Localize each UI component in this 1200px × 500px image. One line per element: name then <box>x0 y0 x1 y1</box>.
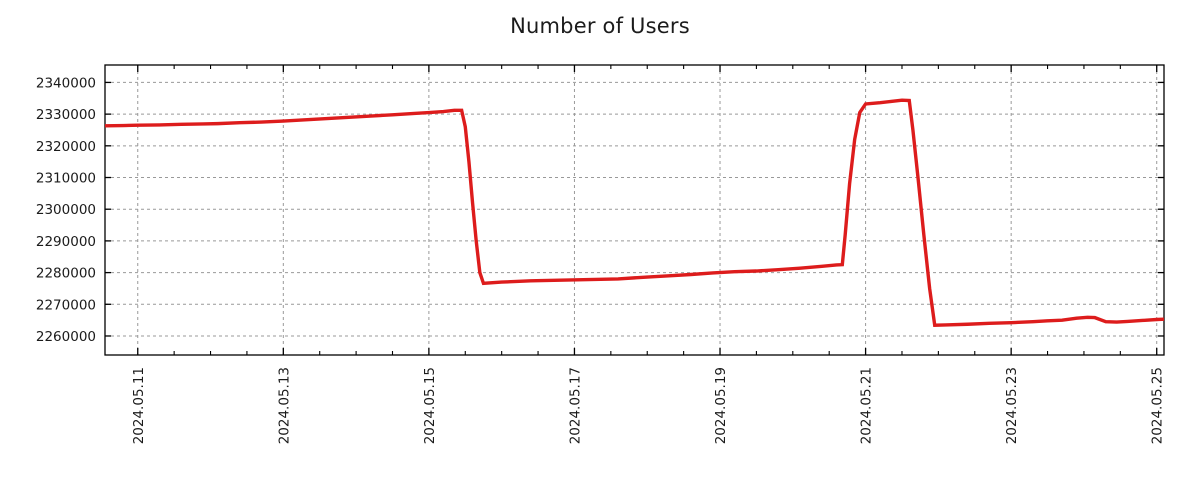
y-axis-tick-label: 2280000 <box>36 266 96 282</box>
y-axis-tick-label: 2310000 <box>36 171 96 187</box>
y-axis-tick-label: 2320000 <box>36 139 96 155</box>
data-series-line <box>104 98 1165 327</box>
axis-ticks-x <box>137 65 1158 355</box>
grid-lines-horizontal <box>105 81 1164 337</box>
axis-ticks-y <box>105 81 1164 337</box>
axis-labels-x: 2024.05.11 2024.05.13 2024.05.15 2024.05.17… <box>131 367 1166 444</box>
chart-title: Number of Users <box>510 14 690 38</box>
series-line-number-of-users <box>104 98 1165 327</box>
y-axis-tick-label: 2260000 <box>36 329 96 345</box>
x-axis-tick-label: 2024.05.21 <box>859 367 875 444</box>
x-axis-tick-label: 2024.05.19 <box>713 367 729 444</box>
axis-labels-y: 2260000 2270000 2280000 2290000 2300000 23100… <box>36 75 96 345</box>
grid-lines-vertical <box>137 65 1158 355</box>
y-axis-tick-label: 2340000 <box>36 75 96 91</box>
x-axis-tick-label: 2024.05.23 <box>1004 367 1020 444</box>
y-axis-tick-label: 2270000 <box>36 297 96 313</box>
x-axis-tick-label: 2024.05.15 <box>422 367 438 444</box>
y-axis-tick-label: 2330000 <box>36 107 96 123</box>
y-axis-tick-label: 2290000 <box>36 234 96 250</box>
x-axis-tick-label: 2024.05.25 <box>1150 367 1166 444</box>
plot-frame <box>104 64 1165 356</box>
x-axis-tick-label: 2024.05.17 <box>567 367 583 444</box>
y-axis-tick-label: 2300000 <box>36 202 96 218</box>
x-axis-tick-label: 2024.05.11 <box>131 367 147 444</box>
x-axis-tick-label: 2024.05.13 <box>276 367 292 444</box>
